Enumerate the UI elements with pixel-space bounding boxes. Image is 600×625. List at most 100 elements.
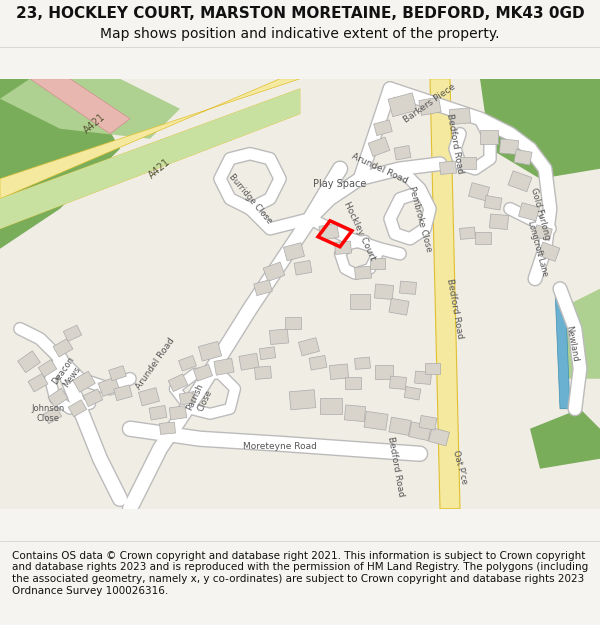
Polygon shape: [350, 294, 370, 309]
Polygon shape: [83, 389, 103, 407]
Polygon shape: [193, 364, 212, 381]
Polygon shape: [0, 79, 300, 199]
Polygon shape: [73, 371, 95, 392]
Polygon shape: [389, 298, 409, 315]
Polygon shape: [98, 377, 120, 396]
Text: Longcroft Lane: Longcroft Lane: [526, 220, 550, 278]
Polygon shape: [534, 225, 552, 241]
Polygon shape: [449, 108, 470, 124]
Text: Contains OS data © Crown copyright and database right 2021. This information is : Contains OS data © Crown copyright and d…: [12, 551, 588, 596]
Polygon shape: [530, 409, 600, 469]
Polygon shape: [364, 411, 388, 430]
Text: Bedford Road: Bedford Road: [445, 113, 465, 174]
Text: Newland: Newland: [565, 325, 580, 362]
Polygon shape: [214, 358, 234, 375]
Polygon shape: [259, 347, 275, 360]
Polygon shape: [345, 377, 361, 389]
Polygon shape: [139, 388, 160, 406]
Polygon shape: [0, 79, 120, 249]
Text: A421: A421: [147, 157, 173, 181]
Text: Barkers Piece: Barkers Piece: [403, 82, 458, 125]
Text: Hockley Court: Hockley Court: [343, 200, 377, 262]
Polygon shape: [320, 398, 342, 414]
Polygon shape: [400, 281, 416, 294]
Polygon shape: [374, 120, 392, 136]
Polygon shape: [538, 242, 560, 261]
Polygon shape: [440, 161, 457, 174]
Polygon shape: [239, 353, 259, 370]
Polygon shape: [0, 79, 30, 99]
Polygon shape: [518, 202, 539, 221]
Polygon shape: [168, 374, 188, 392]
Polygon shape: [370, 258, 385, 269]
Polygon shape: [375, 365, 393, 379]
Text: Bedford Road: Bedford Road: [445, 278, 465, 339]
Polygon shape: [508, 171, 532, 192]
Polygon shape: [404, 386, 421, 400]
Polygon shape: [179, 356, 196, 371]
Polygon shape: [254, 366, 271, 379]
Polygon shape: [409, 422, 431, 441]
Polygon shape: [199, 341, 221, 361]
Polygon shape: [109, 366, 127, 381]
Polygon shape: [368, 137, 390, 156]
Polygon shape: [355, 357, 370, 369]
Polygon shape: [309, 356, 327, 370]
Polygon shape: [335, 241, 352, 254]
Text: Play Space: Play Space: [313, 179, 367, 189]
Text: Moreteyne Road: Moreteyne Road: [243, 442, 317, 451]
Polygon shape: [374, 284, 394, 299]
Polygon shape: [48, 388, 68, 408]
Polygon shape: [160, 422, 175, 434]
Text: Arundel Road: Arundel Road: [350, 152, 409, 186]
Polygon shape: [283, 242, 305, 261]
Polygon shape: [469, 182, 490, 201]
Polygon shape: [419, 416, 437, 430]
Polygon shape: [17, 351, 40, 372]
Polygon shape: [355, 266, 371, 279]
Polygon shape: [425, 362, 440, 374]
Polygon shape: [430, 79, 460, 509]
Polygon shape: [269, 329, 289, 344]
Text: Pembroke Close: Pembroke Close: [407, 185, 433, 253]
Polygon shape: [319, 223, 339, 240]
Polygon shape: [484, 196, 502, 210]
Polygon shape: [179, 391, 196, 405]
Polygon shape: [38, 359, 57, 377]
Text: Map shows position and indicative extent of the property.: Map shows position and indicative extent…: [100, 27, 500, 41]
Text: Burridge Close: Burridge Close: [227, 172, 274, 226]
Polygon shape: [389, 417, 411, 436]
Polygon shape: [169, 406, 187, 420]
Text: Deacon
Mews: Deacon Mews: [51, 355, 85, 392]
Text: Parrish
Close: Parrish Close: [185, 382, 215, 416]
Polygon shape: [499, 139, 518, 154]
Polygon shape: [460, 157, 476, 169]
Polygon shape: [285, 317, 301, 329]
Polygon shape: [0, 89, 300, 229]
Polygon shape: [555, 289, 570, 409]
Polygon shape: [475, 232, 491, 244]
Polygon shape: [0, 79, 180, 139]
Polygon shape: [514, 149, 532, 165]
Polygon shape: [114, 385, 132, 401]
Text: Johnson
Close: Johnson Close: [31, 404, 65, 424]
Polygon shape: [415, 371, 431, 384]
Polygon shape: [53, 339, 73, 357]
Polygon shape: [254, 280, 272, 296]
Text: Bedford Road: Bedford Road: [386, 436, 406, 498]
Polygon shape: [329, 364, 349, 379]
Polygon shape: [389, 376, 406, 389]
Polygon shape: [480, 130, 498, 144]
Text: Arundel Road: Arundel Road: [134, 336, 176, 391]
Polygon shape: [298, 338, 320, 356]
Polygon shape: [480, 79, 600, 179]
Text: Gold Furlong: Gold Furlong: [529, 187, 551, 241]
Text: 23, HOCKLEY COURT, MARSTON MORETAINE, BEDFORD, MK43 0GD: 23, HOCKLEY COURT, MARSTON MORETAINE, BE…: [16, 6, 584, 21]
Polygon shape: [388, 93, 417, 117]
Polygon shape: [289, 390, 316, 410]
Polygon shape: [0, 89, 300, 229]
Polygon shape: [428, 428, 449, 446]
Polygon shape: [490, 214, 509, 229]
Polygon shape: [294, 261, 312, 275]
Polygon shape: [460, 227, 475, 239]
